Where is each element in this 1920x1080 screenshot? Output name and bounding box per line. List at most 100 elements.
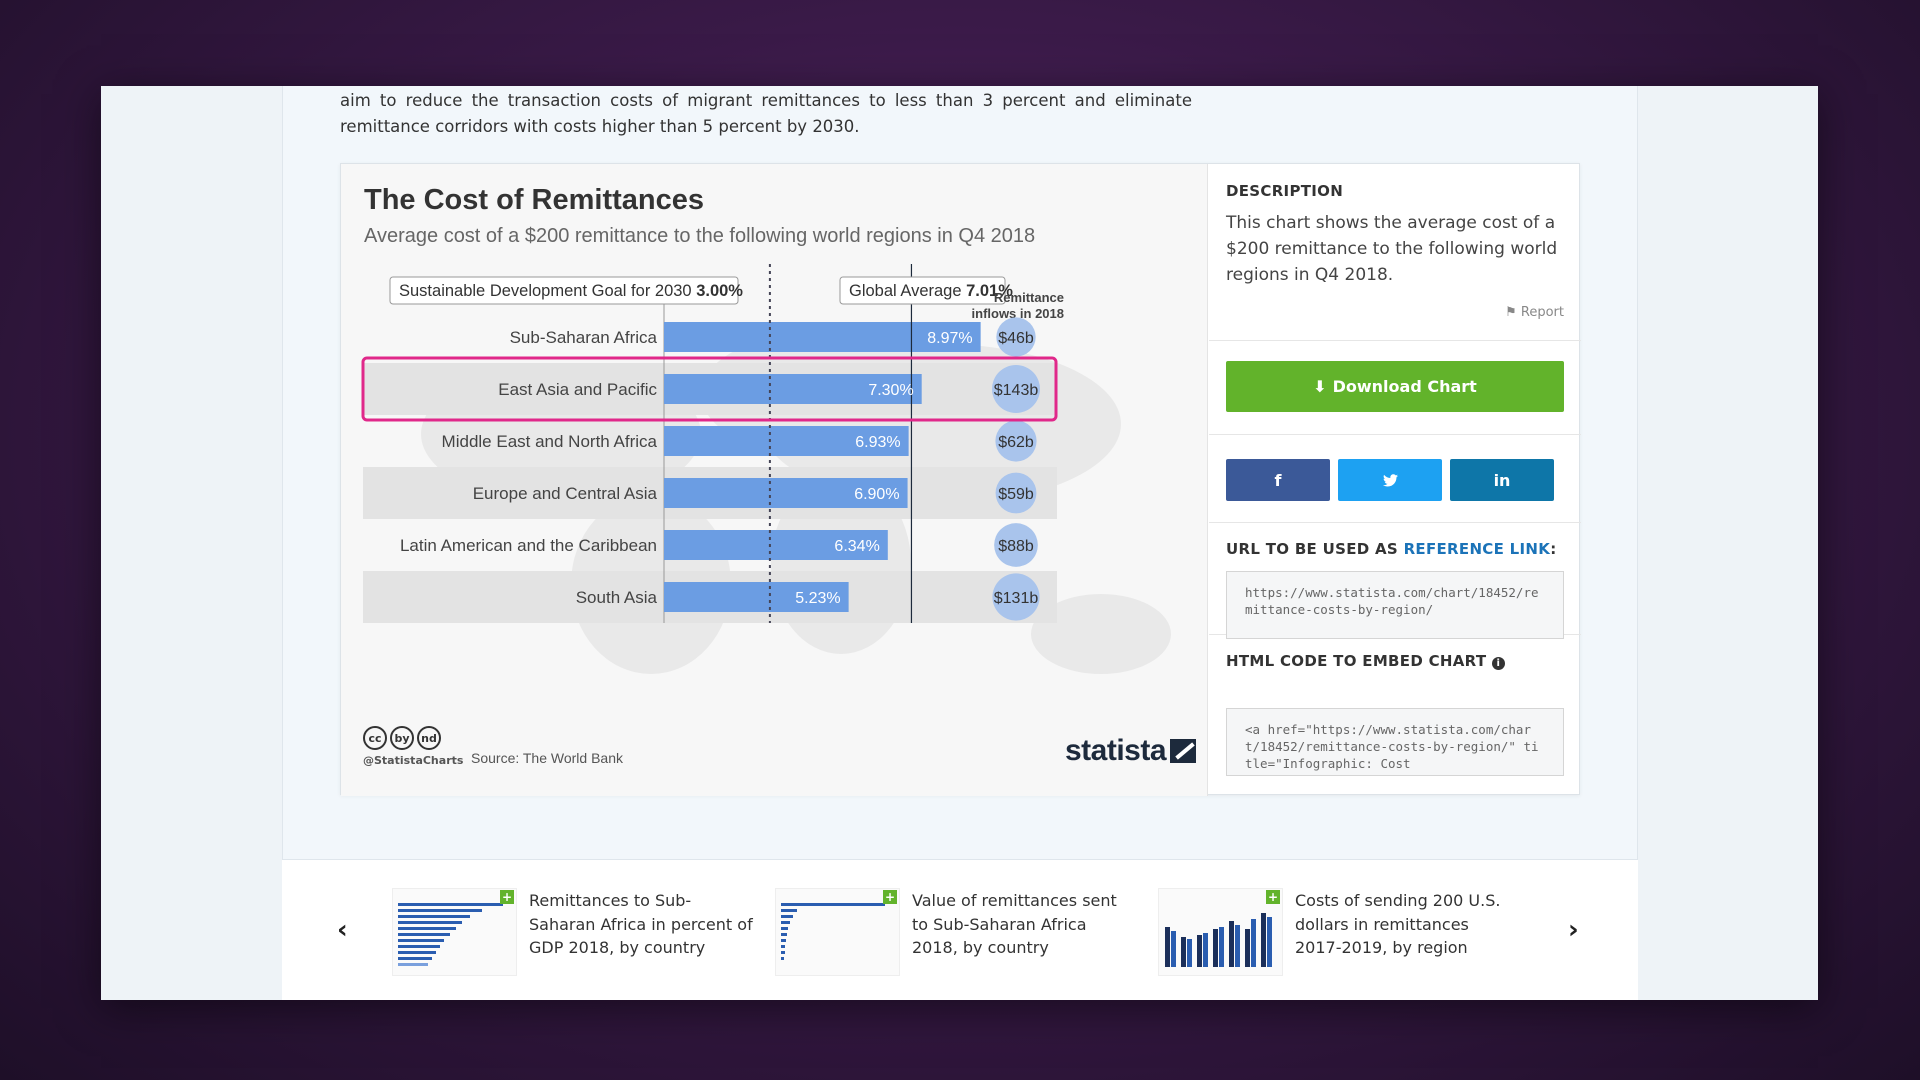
embed-heading-text: HTML CODE TO EMBED CHART [1226,652,1487,670]
bar [664,478,908,508]
category-label: Latin American and the Caribbean [400,536,657,555]
nd-icon: nd [417,726,441,750]
creative-commons-icons: cc by nd [363,726,441,750]
embed-code-textarea[interactable]: <a href="https://www.statista.com/chart/… [1226,708,1564,776]
related-thumbnail: + [775,888,900,976]
column-bars-thumbnail-icon [1165,913,1272,967]
reference-link[interactable]: REFERENCE LINK [1403,540,1551,558]
highlight-box [361,356,1058,422]
related-item-1[interactable]: + Remittances to Sub-Saharan Africa in p… [392,888,753,978]
inflow-label: $143b [994,382,1039,399]
by-icon: by [390,726,414,750]
related-item-2[interactable]: + Value of remittances sent to Sub-Sahar… [775,888,1135,978]
reference-suffix: : [1550,540,1557,558]
add-icon[interactable]: + [1266,890,1280,904]
inflow-label: $131b [994,590,1039,607]
value-label: 6.90% [854,486,899,503]
statista-handle: @StatistaCharts [363,754,464,767]
inflow-bubble [996,317,1036,357]
download-label: Download Chart [1332,377,1477,396]
add-icon[interactable]: + [883,890,897,904]
reference-url-textarea[interactable]: https://www.statista.com/chart/18452/rem… [1226,571,1564,639]
category-label: South Asia [576,588,658,607]
intro-line-1: aim to reduce the transaction costs of m… [340,91,1192,110]
value-label: 6.93% [855,434,900,451]
inflow-label: $46b [998,330,1034,347]
bar [664,374,922,404]
category-label: Middle East and North Africa [442,432,658,451]
description-heading: DESCRIPTION [1226,182,1344,200]
category-label: East Asia and Pacific [498,380,657,399]
twitter-icon [1382,473,1398,486]
report-label: Report [1520,305,1564,320]
inflow-label: $59b [998,486,1034,503]
embed-heading: HTML CODE TO EMBED CHART i [1226,652,1564,670]
inflow-bubble [995,420,1037,462]
download-icon: ⬇ [1313,377,1327,396]
inflows-header-line-2: inflows in 2018 [972,306,1064,321]
download-chart-button[interactable]: ⬇ Download Chart [1226,361,1564,412]
download-section [1209,341,1581,435]
related-title: Value of remittances sent to Sub-Saharan… [912,891,1117,957]
twitter-share-button[interactable]: t [1338,459,1442,501]
value-label: 6.34% [834,538,879,555]
value-label: 5.23% [795,590,840,607]
statista-logo-text: statista [1065,734,1167,767]
flag-icon: ⚑ [1505,305,1517,320]
bar [664,322,981,352]
value-label: 7.30% [868,382,913,399]
next-arrow-icon[interactable]: › [1568,915,1579,945]
description-section: DESCRIPTION This chart shows the average… [1209,164,1581,341]
description-text: This chart shows the average cost of a $… [1226,213,1558,285]
chart-source: Source: The World Bank [471,750,624,766]
statista-logo-icon [1170,739,1197,763]
cc-icon: cc [363,726,387,750]
bar [664,426,909,456]
category-label: Europe and Central Asia [473,484,658,503]
chart-title: The Cost of Remittances [364,184,704,216]
category-label: Sub-Saharan Africa [510,328,658,347]
related-thumbnail: + [392,888,517,976]
info-icon[interactable]: i [1491,657,1505,670]
chart-sidebar: DESCRIPTION This chart shows the average… [1209,164,1581,796]
reference-prefix: URL TO BE USED AS [1226,540,1404,558]
linkedin-icon: in [1493,470,1511,490]
bar [664,582,849,612]
share-section [1209,435,1581,523]
related-statistics: ‹ + Remittances to Sub-Sahar [282,859,1638,1000]
prev-arrow-icon[interactable]: ‹ [337,915,348,945]
value-label: 8.97% [927,330,972,347]
inflow-bubble [992,365,1040,413]
related-thumbnail: + [1158,888,1283,976]
reference-label: Sustainable Development Goal for 2030 3.… [399,282,743,300]
facebook-icon: f [1274,470,1282,490]
bar [664,530,888,560]
related-title: Costs of sending 200 U.S. dollars in rem… [1295,891,1501,957]
facebook-share-button[interactable]: f [1226,459,1330,501]
chart-subtitle: Average cost of a $200 remittance to the… [364,225,1036,247]
chart-canvas: Sustainable Development Goal for 2030 3.… [361,264,1171,674]
report-link[interactable]: ⚑ Report [1505,305,1564,320]
inflow-label: $62b [998,434,1034,451]
add-icon[interactable]: + [500,890,514,904]
linkedin-share-button[interactable]: in [1450,459,1554,501]
chart-card: Sustainable Development Goal for 2030 3.… [340,163,1581,796]
embed-section: HTML CODE TO EMBED CHART i [1209,635,1581,796]
related-title: Remittances to Sub-Saharan Africa in per… [529,891,753,957]
intro-line-2: remittance corridors with costs higher t… [340,117,860,136]
article-content: aim to reduce the transaction costs of m… [282,86,1638,1000]
chart-area[interactable]: Sustainable Development Goal for 2030 3.… [341,164,1208,796]
reference-label-box [839,276,1006,305]
inflow-label: $88b [998,538,1034,555]
reference-label-box [389,276,739,305]
intro-paragraph: aim to reduce the transaction costs of m… [340,88,1192,140]
related-item-3[interactable]: + Costs of sending 200 U.S. dollars in r… [1158,888,1518,978]
inflow-bubble [994,523,1038,567]
inflow-bubble [992,573,1040,621]
inflow-bubble [995,472,1037,514]
horizontal-bars-thumbnail-icon [398,903,503,966]
reference-link-heading: URL TO BE USED AS REFERENCE LINK: [1226,540,1564,558]
statista-logo: statista [1065,734,1197,768]
inflows-header-line-1: Remittance [994,290,1064,305]
reference-label: Global Average 7.01% [849,282,1013,300]
